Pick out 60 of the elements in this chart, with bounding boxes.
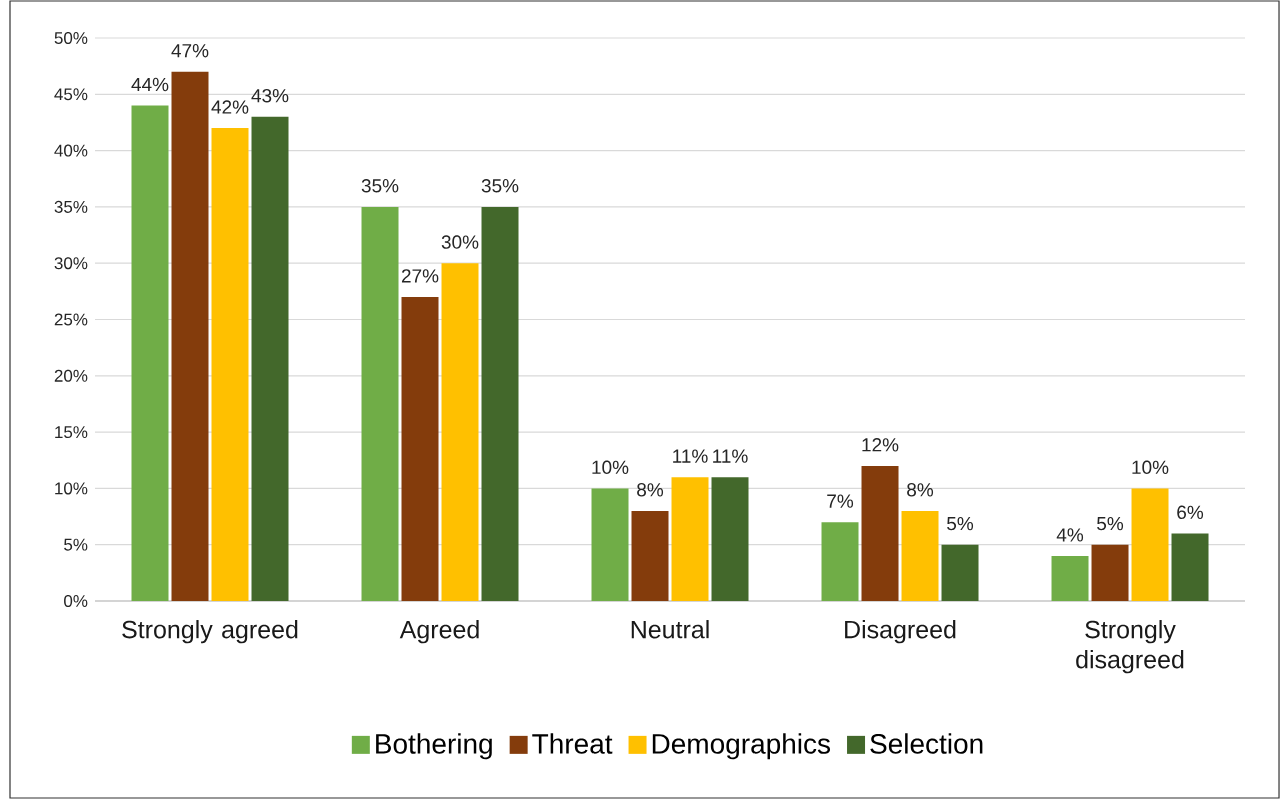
data-label: 11% (673, 449, 708, 463)
bar (861, 465, 899, 601)
data-label: 35% (481, 179, 519, 193)
y-tick-label: 35% (54, 200, 88, 213)
x-tick-label: Strongly agreed (122, 620, 298, 644)
data-label: 10% (1132, 460, 1169, 474)
x-tick-label: Neutral (631, 620, 709, 639)
bar (401, 296, 439, 601)
data-label: 44% (131, 77, 169, 92)
data-label: 43% (251, 88, 289, 103)
legend-label: Demographics (652, 733, 831, 760)
data-label: 7% (827, 494, 854, 508)
data-label: 35% (361, 179, 399, 193)
bar (901, 510, 939, 601)
data-label: 30% (441, 235, 479, 249)
bar (131, 105, 169, 601)
bar (251, 116, 289, 601)
bar (361, 206, 399, 601)
legend-label: Selection (870, 733, 983, 754)
bar (631, 510, 669, 601)
y-tick-label: 30% (54, 257, 88, 270)
data-label: 4% (1056, 528, 1084, 542)
bar (171, 71, 209, 601)
bar (1171, 533, 1209, 601)
data-label: 8% (907, 483, 934, 497)
data-label: 42% (211, 100, 249, 114)
y-tick-label: 5% (64, 538, 88, 551)
bar (1051, 555, 1089, 601)
y-tick-label: 50% (54, 31, 88, 44)
y-tick-label: 25% (54, 313, 88, 326)
x-tick-label: Agreed (399, 620, 479, 644)
legend-label: Bothering (376, 733, 492, 760)
data-label: 47% (171, 44, 209, 58)
bar (481, 206, 519, 601)
bar (711, 477, 749, 601)
y-tick-label: 0% (64, 594, 88, 608)
legend-label: Threat (532, 733, 613, 754)
data-label: 6% (1177, 505, 1204, 520)
bar (211, 128, 249, 601)
y-tick-label: 45% (54, 88, 88, 101)
bar (1091, 544, 1129, 601)
y-tick-label: 10% (55, 482, 88, 495)
bar (821, 522, 859, 601)
x-tick-label: Disagreed (845, 620, 956, 644)
data-label: 10% (592, 460, 629, 474)
data-label: 5% (1097, 516, 1124, 531)
y-tick-label: 20% (54, 369, 88, 382)
data-label: 5% (947, 516, 974, 531)
x-tick-label: Strongly disagreed (1076, 620, 1184, 674)
bar (1131, 488, 1169, 601)
bar (941, 544, 979, 601)
data-label: 27% (401, 269, 439, 283)
data-label: 11% (713, 449, 748, 463)
y-tick-label: 15% (55, 426, 88, 439)
data-label: 12% (862, 438, 899, 452)
bar (591, 488, 629, 601)
data-label: 8% (637, 483, 664, 497)
y-tick-label: 40% (54, 144, 88, 157)
bar (671, 477, 709, 601)
bar (441, 263, 479, 601)
